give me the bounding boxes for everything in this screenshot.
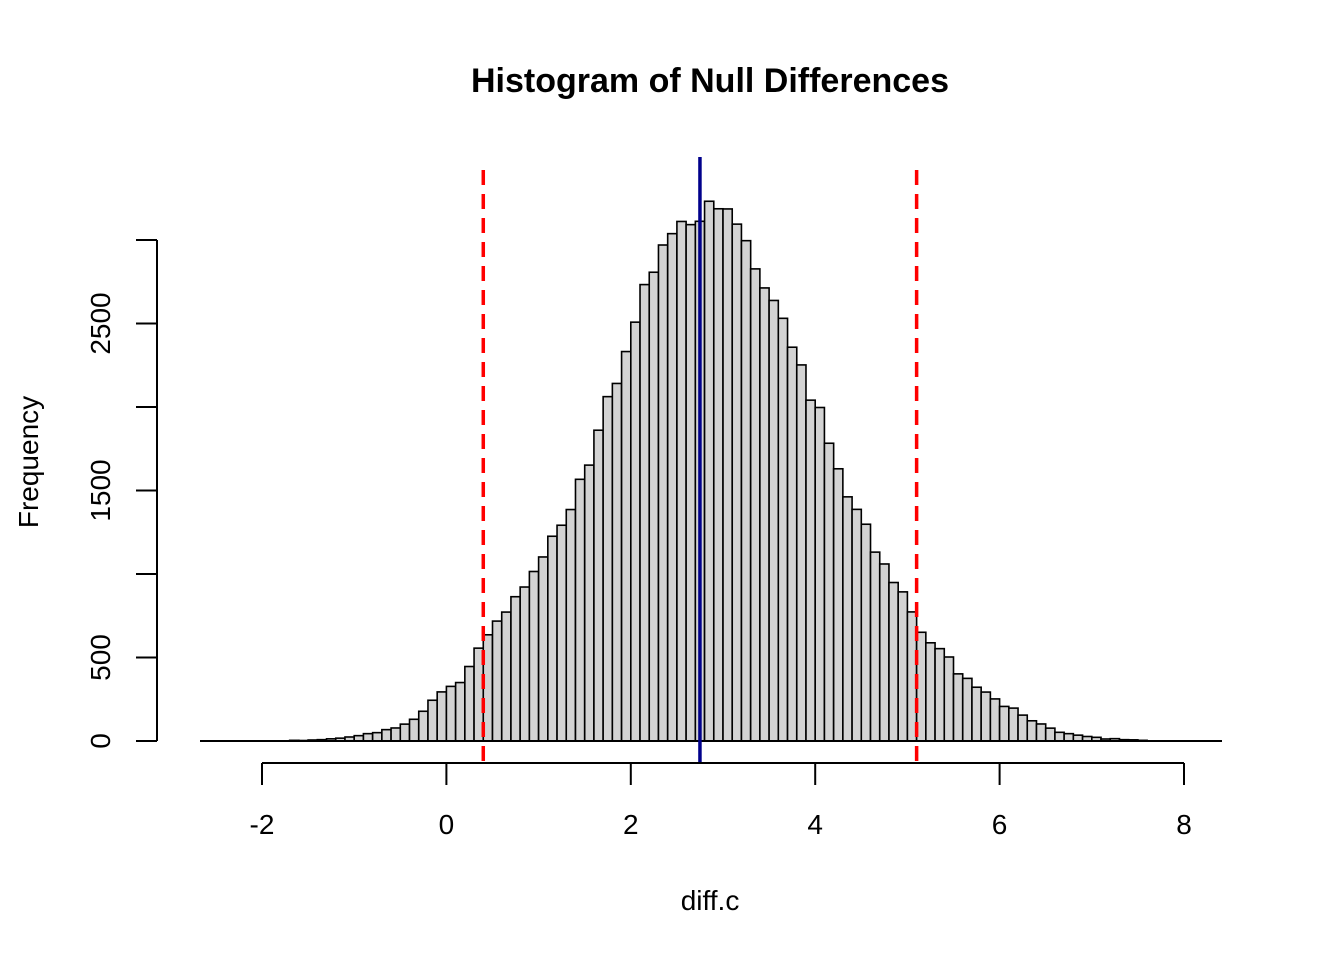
histogram-bar (547, 535, 558, 742)
x-tick-label: 4 (807, 809, 823, 840)
histogram-bar (500, 611, 512, 742)
histogram-bar (620, 350, 632, 742)
histogram-bar (989, 698, 1001, 742)
histogram-bar (1017, 714, 1029, 742)
histogram-bar (740, 239, 752, 742)
histogram-bar (934, 647, 946, 742)
y-axis: 0 500 1500 2500 (85, 239, 158, 749)
histogram-bars (288, 200, 1148, 742)
histogram-bar (427, 699, 438, 742)
histogram-bar (685, 223, 697, 742)
histogram-bar (399, 723, 411, 742)
y-tick-label: 500 (85, 634, 116, 681)
histogram-bar (860, 523, 872, 742)
histogram-bar (1008, 707, 1019, 742)
x-tick-label: 0 (439, 809, 455, 840)
y-tick-label: 1500 (85, 459, 116, 521)
histogram-bar (823, 442, 835, 742)
x-tick-label: -2 (250, 809, 275, 840)
histogram-bar (768, 299, 780, 742)
x-tick-label: 6 (992, 809, 1008, 840)
y-axis-label: Frequency (13, 396, 44, 528)
histogram-bar (722, 208, 734, 742)
reference-lines (481, 157, 919, 764)
histogram-bar (703, 200, 715, 742)
histogram-bar (759, 287, 770, 742)
histogram-bar (888, 581, 899, 742)
histogram-bar (971, 686, 982, 742)
histogram-bar (371, 731, 383, 742)
histogram-bar (574, 478, 586, 742)
histogram-bar (712, 207, 724, 742)
x-tick-label: 8 (1176, 809, 1192, 840)
histogram-bar (537, 556, 549, 742)
histogram-bar (464, 665, 475, 742)
histogram-bar (943, 656, 955, 742)
chart-title: Histogram of Null Differences (471, 62, 949, 100)
histogram-bar (925, 642, 936, 742)
x-axis: -2 0 2 4 6 8 (250, 762, 1192, 840)
histogram-bar (961, 677, 973, 742)
histogram-bar (381, 728, 392, 742)
histogram-bar (445, 685, 457, 742)
histogram-bar (777, 317, 789, 742)
histogram-bar (1044, 727, 1056, 742)
histogram-bar (851, 508, 863, 742)
histogram-bar (639, 283, 651, 742)
histogram-bar (897, 591, 909, 742)
histogram-bar (629, 321, 641, 742)
histogram-bar (1054, 731, 1065, 742)
histogram-bar (491, 620, 503, 742)
histogram-bar (657, 244, 669, 742)
histogram-bar (998, 705, 1010, 742)
histogram-bar (878, 563, 890, 742)
histogram-bar (1026, 719, 1038, 742)
histogram-bar (731, 223, 743, 742)
histogram-bar (593, 429, 604, 742)
histogram-bar (528, 570, 540, 742)
histogram-bar (814, 406, 826, 742)
x-axis-label: diff.c (681, 885, 740, 916)
histogram-bar (749, 268, 761, 742)
histogram-bar (842, 496, 853, 742)
histogram-bar (510, 595, 521, 742)
histogram-bar (786, 346, 798, 742)
histogram-bar (666, 232, 678, 742)
histogram-bar (676, 220, 687, 742)
histogram-bar (583, 464, 595, 742)
y-tick-label: 0 (85, 733, 116, 749)
histogram-bar (565, 508, 577, 742)
x-tick-label: 2 (623, 809, 639, 840)
histogram-bar (832, 467, 844, 742)
histogram-bar (869, 551, 881, 742)
histogram-bar (648, 271, 660, 742)
histogram-bar (556, 524, 568, 742)
histogram-bar (436, 691, 448, 742)
histogram-bar (390, 727, 402, 742)
histogram-bar (952, 673, 964, 742)
histogram-bar (362, 732, 374, 742)
histogram-bar (454, 681, 466, 742)
histogram-bar (795, 364, 807, 742)
histogram-bar (611, 382, 623, 742)
histogram-bar (408, 718, 420, 742)
histogram-bar (1035, 723, 1047, 742)
histogram-bar (519, 586, 531, 742)
histogram-bar (602, 395, 614, 742)
histogram-bar (805, 399, 816, 742)
y-tick-label: 2500 (85, 292, 116, 354)
histogram-bar (417, 710, 429, 742)
histogram-bar (1063, 732, 1075, 742)
histogram-bar (980, 691, 992, 742)
